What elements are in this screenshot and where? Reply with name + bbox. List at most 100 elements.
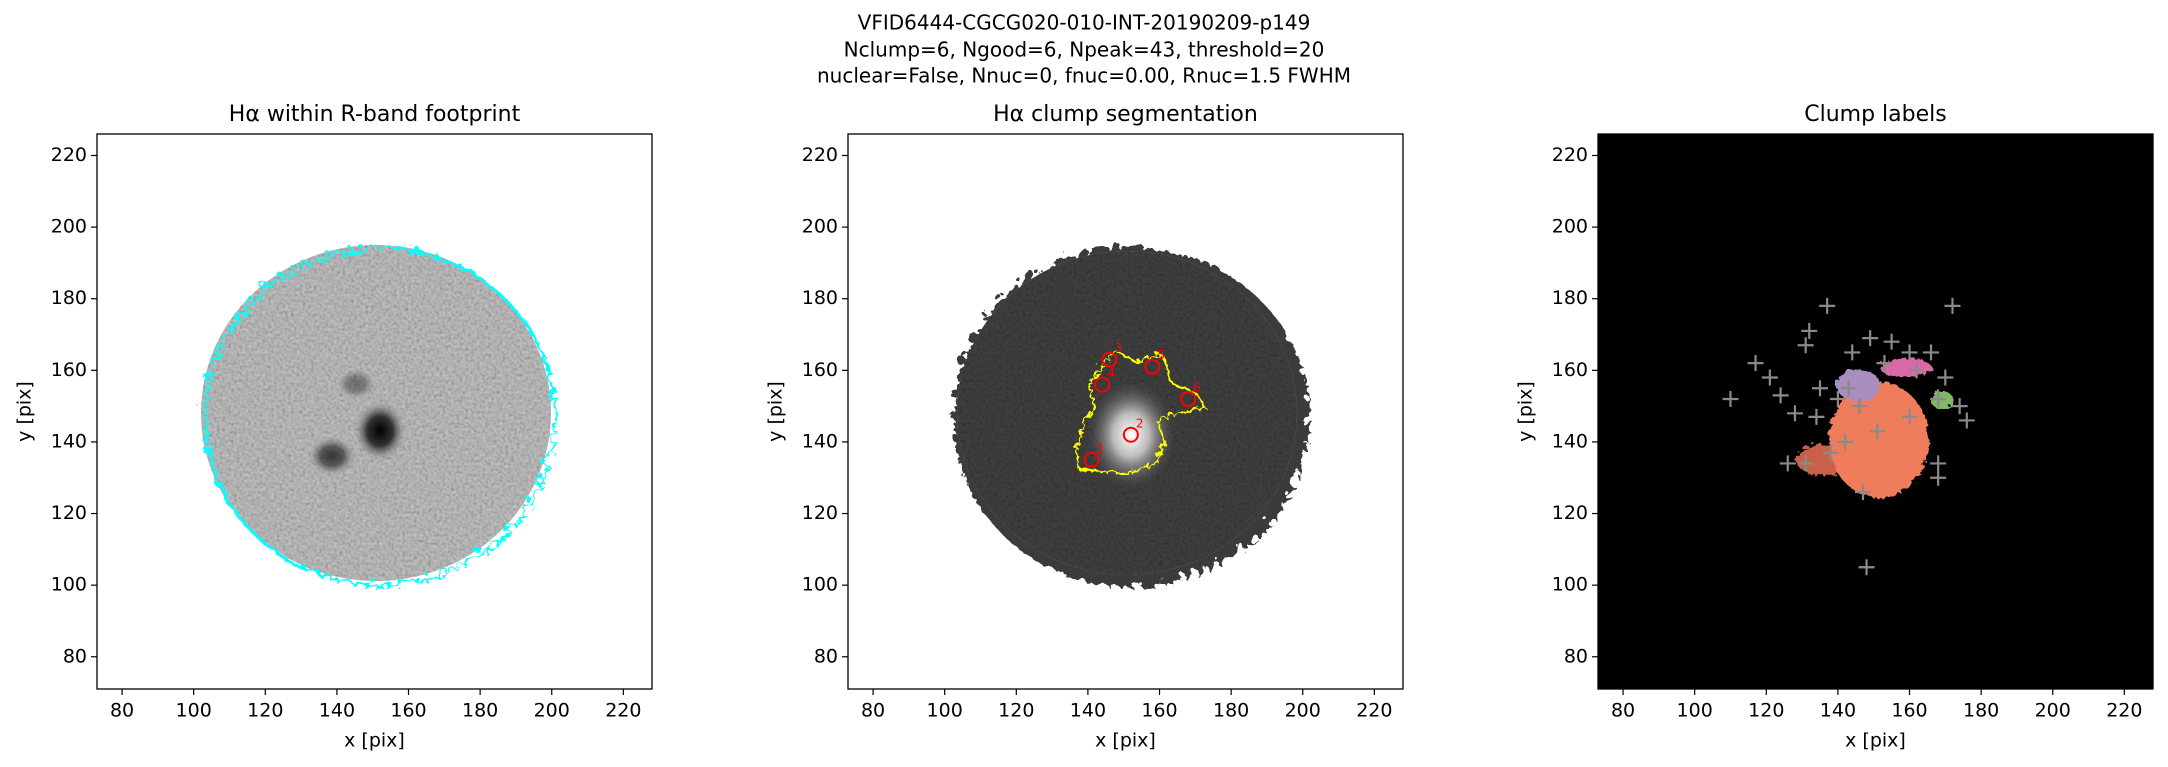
y-tick-label: 80 <box>814 645 838 667</box>
y-tick-label: 160 <box>51 359 87 381</box>
peak-marker <box>1819 297 1836 314</box>
peak-marker <box>1869 423 1886 440</box>
peak-marker <box>1829 390 1846 407</box>
peak-marker <box>1858 559 1875 576</box>
y-tick-label: 180 <box>51 287 87 309</box>
x-tick-label: 220 <box>2106 700 2142 722</box>
suptitle-line: nuclear=False, Nnuc=0, fnuc=0.00, Rnuc=1… <box>817 64 1351 88</box>
clump-label: 6 <box>1193 380 1201 394</box>
x-tick-label: 100 <box>176 700 212 722</box>
suptitle-line: VFID6444-CGCG020-010-INT-20190209-p149 <box>858 11 1311 35</box>
peak-marker <box>1908 362 1925 379</box>
x-tick-label: 80 <box>1611 700 1635 722</box>
axes-frame <box>847 133 1404 690</box>
peak-marker <box>1797 455 1814 472</box>
peak-marker <box>1851 398 1868 415</box>
x-tick-label: 180 <box>1963 700 1999 722</box>
y-tick-label: 160 <box>802 359 838 381</box>
clump-marker <box>1180 390 1197 407</box>
x-tick-label: 80 <box>861 700 885 722</box>
image-panel-1 <box>199 243 553 583</box>
y-tick-label: 160 <box>1552 359 1588 381</box>
peak-marker <box>1930 390 1947 407</box>
clump-label: 2 <box>1136 416 1144 430</box>
axes-title: Clump labels <box>1804 102 1946 127</box>
peak-marker <box>1901 344 1918 361</box>
peak-marker <box>1808 408 1825 425</box>
peak-marker <box>1837 433 1854 450</box>
y-tick-label: 220 <box>802 144 838 166</box>
x-tick-label: 200 <box>1285 700 1321 722</box>
peak-marker <box>1747 355 1764 372</box>
peak-marker <box>1876 355 1893 372</box>
y-tick-label: 220 <box>1552 144 1588 166</box>
peak-marker <box>1930 469 1947 486</box>
y-tick-label: 100 <box>51 574 87 596</box>
x-tick-label: 100 <box>927 700 963 722</box>
peak-marker <box>1722 390 1739 407</box>
x-tick-label: 200 <box>534 700 570 722</box>
y-tick-label: 180 <box>802 287 838 309</box>
peak-marker <box>1937 369 1954 386</box>
y-tick-label: 220 <box>51 144 87 166</box>
axes-frame <box>1597 133 2154 690</box>
peak-marker <box>1761 369 1778 386</box>
clump-marker <box>1144 358 1161 375</box>
peak-marker <box>1944 297 1961 314</box>
axes-frame <box>96 133 653 690</box>
y-tick-label: 100 <box>802 574 838 596</box>
y-tick-label: 120 <box>802 502 838 524</box>
clump-marker <box>1122 426 1139 443</box>
y-tick-label: 100 <box>1552 574 1588 596</box>
peak-marker <box>1862 330 1879 347</box>
y-tick-label: 180 <box>1552 287 1588 309</box>
axes-title: Hα clump segmentation <box>993 102 1258 127</box>
peak-marker <box>1854 484 1871 501</box>
y-tick-label: 140 <box>1552 430 1588 452</box>
x-tick-label: 160 <box>1141 700 1177 722</box>
x-tick-label: 120 <box>1748 700 1784 722</box>
y-axis-label: y [pix] <box>765 381 787 442</box>
y-tick-label: 120 <box>1552 502 1588 524</box>
x-tick-label: 200 <box>2035 700 2071 722</box>
y-tick-label: 120 <box>51 502 87 524</box>
peak-marker <box>1883 333 1900 350</box>
clump-marker <box>1101 351 1118 368</box>
peak-marker <box>1923 344 1939 361</box>
x-tick-label: 220 <box>1356 700 1392 722</box>
peak-marker <box>1930 455 1947 472</box>
peak-marker <box>1822 444 1839 461</box>
peak-marker <box>1840 380 1857 397</box>
y-tick-label: 80 <box>63 645 87 667</box>
x-tick-label: 120 <box>998 700 1034 722</box>
peak-marker <box>1812 380 1828 397</box>
x-tick-label: 180 <box>462 700 498 722</box>
peak-marker <box>1801 322 1818 339</box>
y-axis-label: y [pix] <box>14 381 36 442</box>
x-tick-label: 180 <box>1213 700 1249 722</box>
x-tick-label: 120 <box>247 700 283 722</box>
clump-label: 5 <box>1157 348 1165 362</box>
y-tick-label: 140 <box>802 430 838 452</box>
x-tick-label: 140 <box>1820 700 1856 722</box>
peak-marker <box>1786 405 1803 422</box>
x-axis-label: x [pix] <box>1095 730 1156 752</box>
x-tick-label: 100 <box>1677 700 1713 722</box>
peak-marker <box>1958 412 1975 429</box>
peak-marker <box>1772 387 1789 404</box>
peak-marker <box>1844 344 1861 361</box>
peak-marker <box>1901 408 1918 425</box>
y-tick-label: 80 <box>1564 645 1588 667</box>
axes-title: Hα within R-band footprint <box>229 102 521 127</box>
clump-label: 3 <box>1114 341 1122 355</box>
y-axis-label: y [pix] <box>1515 381 1537 442</box>
x-tick-label: 160 <box>390 700 426 722</box>
y-tick-label: 200 <box>51 216 87 238</box>
y-tick-label: 200 <box>1552 216 1588 238</box>
y-tick-label: 140 <box>51 430 87 452</box>
clump-label: 1 <box>1096 441 1104 455</box>
peak-marker <box>1951 398 1968 415</box>
peak-marker <box>1797 337 1814 354</box>
peak-marker <box>1779 455 1796 472</box>
